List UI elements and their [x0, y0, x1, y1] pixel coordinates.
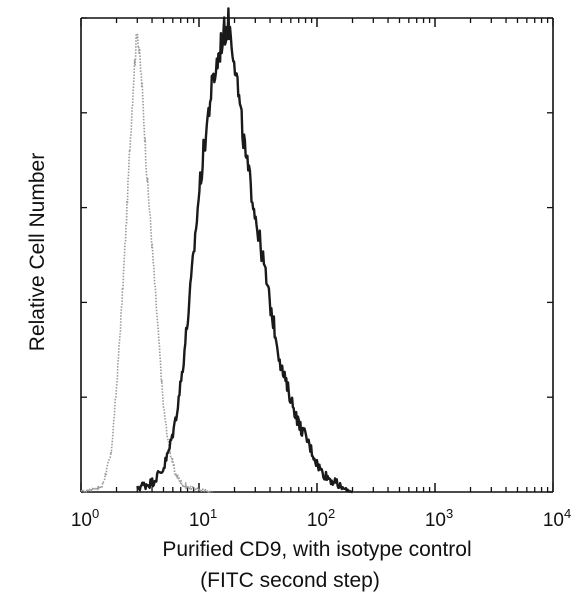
series-layer [80, 7, 353, 494]
plot-frame [80, 17, 554, 493]
x-tick-label: 103 [425, 506, 453, 531]
x-axis-title: Purified CD9, with isotype control [162, 538, 471, 561]
series-line-isotype-control [80, 33, 213, 493]
y-ticks [81, 17, 553, 493]
x-axis-subtitle: (FITC second step) [200, 569, 380, 592]
x-tick-label: 102 [307, 506, 335, 531]
x-ticks [80, 18, 554, 492]
series-line-cd9 [136, 7, 353, 494]
y-axis-title: Relative Cell Number [26, 153, 49, 351]
x-tick-label: 100 [71, 506, 99, 531]
x-tick-labels: 100 101 102 103 104 [71, 506, 571, 531]
x-tick-label: 104 [543, 506, 571, 531]
x-tick-label: 101 [189, 506, 217, 531]
